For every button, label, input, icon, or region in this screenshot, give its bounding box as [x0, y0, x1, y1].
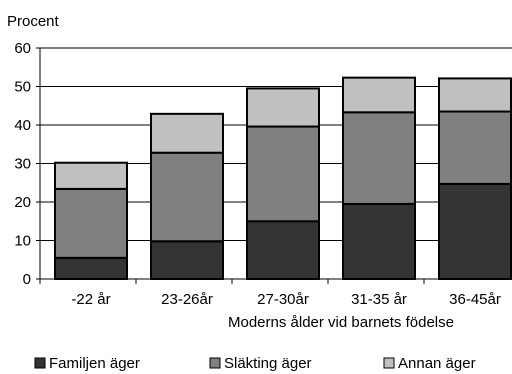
y-tick-label: 20 [14, 194, 31, 211]
y-tick-label: 0 [23, 271, 31, 288]
bar-segment [54, 161, 128, 190]
bar-segment [246, 125, 320, 223]
bar-segment [54, 187, 128, 259]
bar-segment [246, 87, 320, 128]
bar-segment [342, 202, 416, 280]
bar-segment [438, 77, 512, 113]
x-tick-label: 23-26år [161, 291, 213, 308]
legend-label: Annan äger [398, 355, 476, 372]
x-axis-label: Moderns ålder vid barnets födelse [228, 314, 454, 331]
legend-item: Familjen äger [34, 355, 140, 372]
bar-segment [438, 110, 512, 185]
legend-swatch [34, 357, 46, 369]
legend-swatch [209, 357, 221, 369]
y-tick-label: 60 [14, 40, 31, 57]
y-tick-label: 40 [14, 117, 31, 134]
bar-segment [54, 256, 128, 281]
legend-label: Familjen äger [49, 355, 140, 372]
legend-swatch [383, 357, 395, 369]
bar-segment [246, 220, 320, 280]
legend-item: Annan äger [383, 355, 476, 372]
x-tick-label: 36-45år [449, 291, 501, 308]
bar-segment [150, 112, 224, 154]
x-tick-label: 31-35 år [351, 291, 407, 308]
x-tick-label: -22 år [71, 291, 110, 308]
y-axis-label: Procent [7, 13, 60, 30]
legend-item: Släkting äger [209, 355, 312, 372]
legend-label: Släkting äger [224, 355, 312, 372]
y-tick-label: 50 [14, 79, 31, 96]
bar-segment [438, 182, 512, 280]
y-tick-label: 30 [14, 156, 31, 173]
bar-segment [150, 240, 224, 281]
bar-segment [342, 111, 416, 205]
y-tick-label: 10 [14, 233, 31, 250]
bar-segment [150, 151, 224, 243]
bar-segment [342, 76, 416, 114]
x-tick-label: 27-30år [257, 291, 309, 308]
